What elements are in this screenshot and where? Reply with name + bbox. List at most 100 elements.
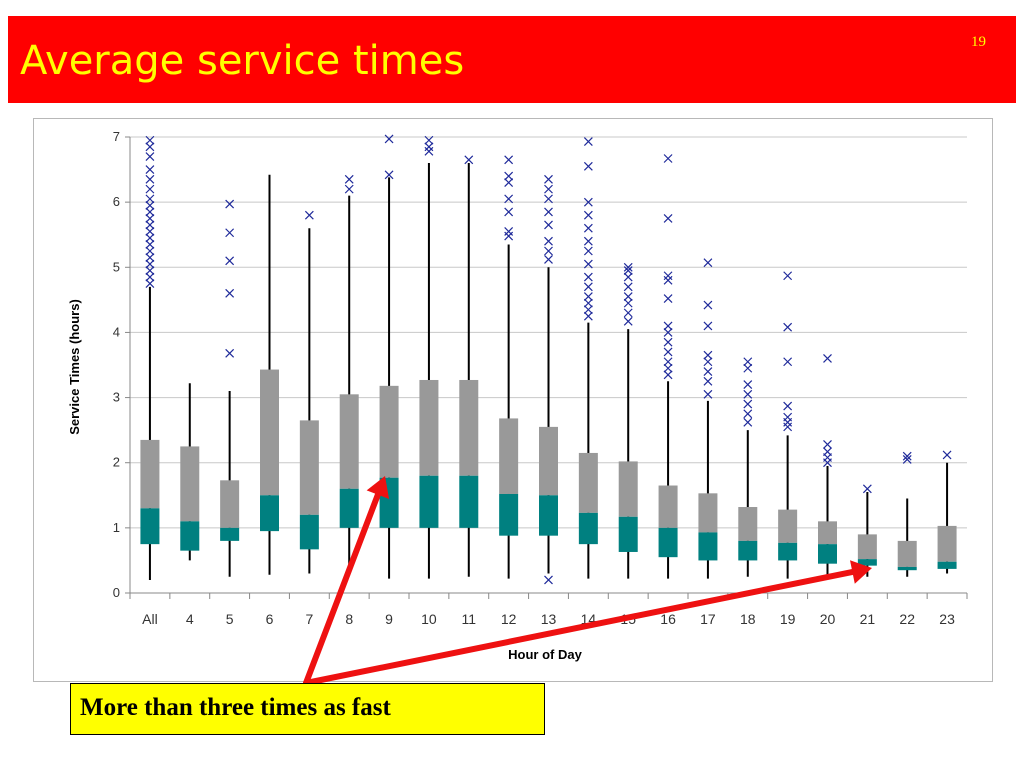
outlier-marker — [145, 240, 155, 249]
box-8 — [339, 174, 359, 574]
box-23 — [937, 450, 957, 574]
outlier-marker — [663, 347, 673, 357]
outlier-marker — [225, 348, 235, 358]
outlier-marker — [703, 321, 713, 331]
outlier-marker — [384, 134, 394, 144]
box-15 — [618, 262, 638, 579]
outlier-marker — [145, 200, 155, 210]
outlier-marker — [504, 227, 514, 236]
outlier-marker — [743, 357, 753, 367]
outlier-marker — [623, 266, 633, 275]
outlier-marker — [504, 171, 514, 181]
outlier-marker — [504, 194, 514, 204]
y-tick-label: 5 — [113, 259, 120, 274]
outlier-marker — [823, 440, 832, 449]
boxes — [140, 134, 957, 585]
box-lower — [140, 508, 160, 545]
outlier-marker — [583, 292, 593, 302]
x-tick-label: 11 — [462, 611, 477, 627]
box-upper — [379, 385, 399, 478]
outlier-marker — [504, 207, 514, 217]
outlier-marker — [145, 194, 155, 204]
outlier-marker — [583, 210, 593, 220]
box-upper — [738, 507, 758, 541]
outlier-marker — [225, 199, 235, 209]
box-lower — [818, 544, 837, 564]
box-upper — [857, 534, 877, 560]
box-14 — [578, 137, 598, 579]
x-tick-label: 4 — [186, 611, 194, 627]
x-tick-label: 13 — [541, 611, 557, 627]
y-tick-label: 4 — [113, 324, 120, 339]
box-lower — [419, 475, 439, 528]
box-lower — [738, 540, 758, 561]
x-tick-label: 18 — [740, 611, 756, 627]
slide-number: 19 — [971, 34, 986, 50]
outlier-marker — [783, 357, 793, 367]
outlier-marker — [145, 272, 155, 282]
outlier-marker — [145, 227, 155, 236]
axes — [125, 136, 968, 599]
box-4 — [180, 383, 200, 561]
box-All — [140, 135, 160, 580]
outlier-marker — [464, 155, 474, 165]
box-19 — [778, 271, 798, 579]
outlier-marker — [862, 484, 872, 494]
y-tick-label: 0 — [113, 585, 120, 600]
outlier-marker — [544, 194, 553, 204]
outlier-marker — [424, 146, 434, 156]
box-lower — [499, 493, 519, 536]
box-upper — [499, 418, 519, 494]
outlier-marker — [583, 246, 593, 256]
outlier-marker — [703, 357, 713, 367]
outlier-marker — [663, 275, 673, 285]
x-tick-label: 9 — [385, 611, 393, 627]
outlier-marker — [623, 282, 633, 292]
box-20 — [818, 354, 837, 579]
box-6 — [260, 174, 279, 575]
box-lower — [618, 516, 638, 552]
box-13 — [539, 174, 558, 585]
box-lower — [658, 527, 678, 558]
outlier-marker — [145, 214, 155, 223]
box-10 — [419, 135, 439, 579]
outlier-marker — [145, 259, 155, 269]
chart-frame — [33, 118, 993, 682]
outlier-marker — [583, 305, 593, 315]
outlier-marker — [663, 363, 673, 373]
box-upper — [698, 493, 718, 533]
outlier-marker — [783, 412, 793, 422]
box-lower — [299, 514, 319, 550]
annotation-arrows — [303, 476, 872, 686]
box-upper — [818, 521, 837, 545]
box-upper — [419, 379, 439, 476]
outlier-marker — [583, 272, 593, 282]
box-lower — [339, 488, 359, 528]
x-axis-label: Hour of Day — [508, 647, 582, 662]
outlier-marker — [145, 266, 155, 275]
box-upper — [299, 420, 319, 515]
outlier-marker — [145, 279, 155, 288]
y-tick-label: 1 — [113, 520, 120, 535]
x-tick-label: 21 — [860, 611, 876, 627]
outlier-marker — [145, 165, 155, 174]
callout-text: More than three times as fast — [80, 694, 391, 721]
x-tick-label: 23 — [939, 611, 955, 627]
outlier-marker — [623, 316, 633, 326]
outlier-marker — [623, 272, 633, 282]
outlier-marker — [225, 256, 235, 266]
outlier-marker — [623, 298, 633, 308]
outlier-marker — [544, 246, 553, 256]
outlier-marker — [424, 142, 434, 152]
outlier-marker — [544, 236, 553, 246]
outlier-marker — [743, 380, 753, 389]
outlier-marker — [225, 228, 235, 238]
box-upper — [459, 379, 479, 476]
outlier-marker — [583, 161, 593, 171]
box-upper — [539, 426, 558, 496]
outlier-marker — [544, 575, 553, 585]
outlier-marker — [743, 399, 753, 409]
box-lower — [180, 521, 200, 551]
outlier-marker — [703, 367, 713, 376]
